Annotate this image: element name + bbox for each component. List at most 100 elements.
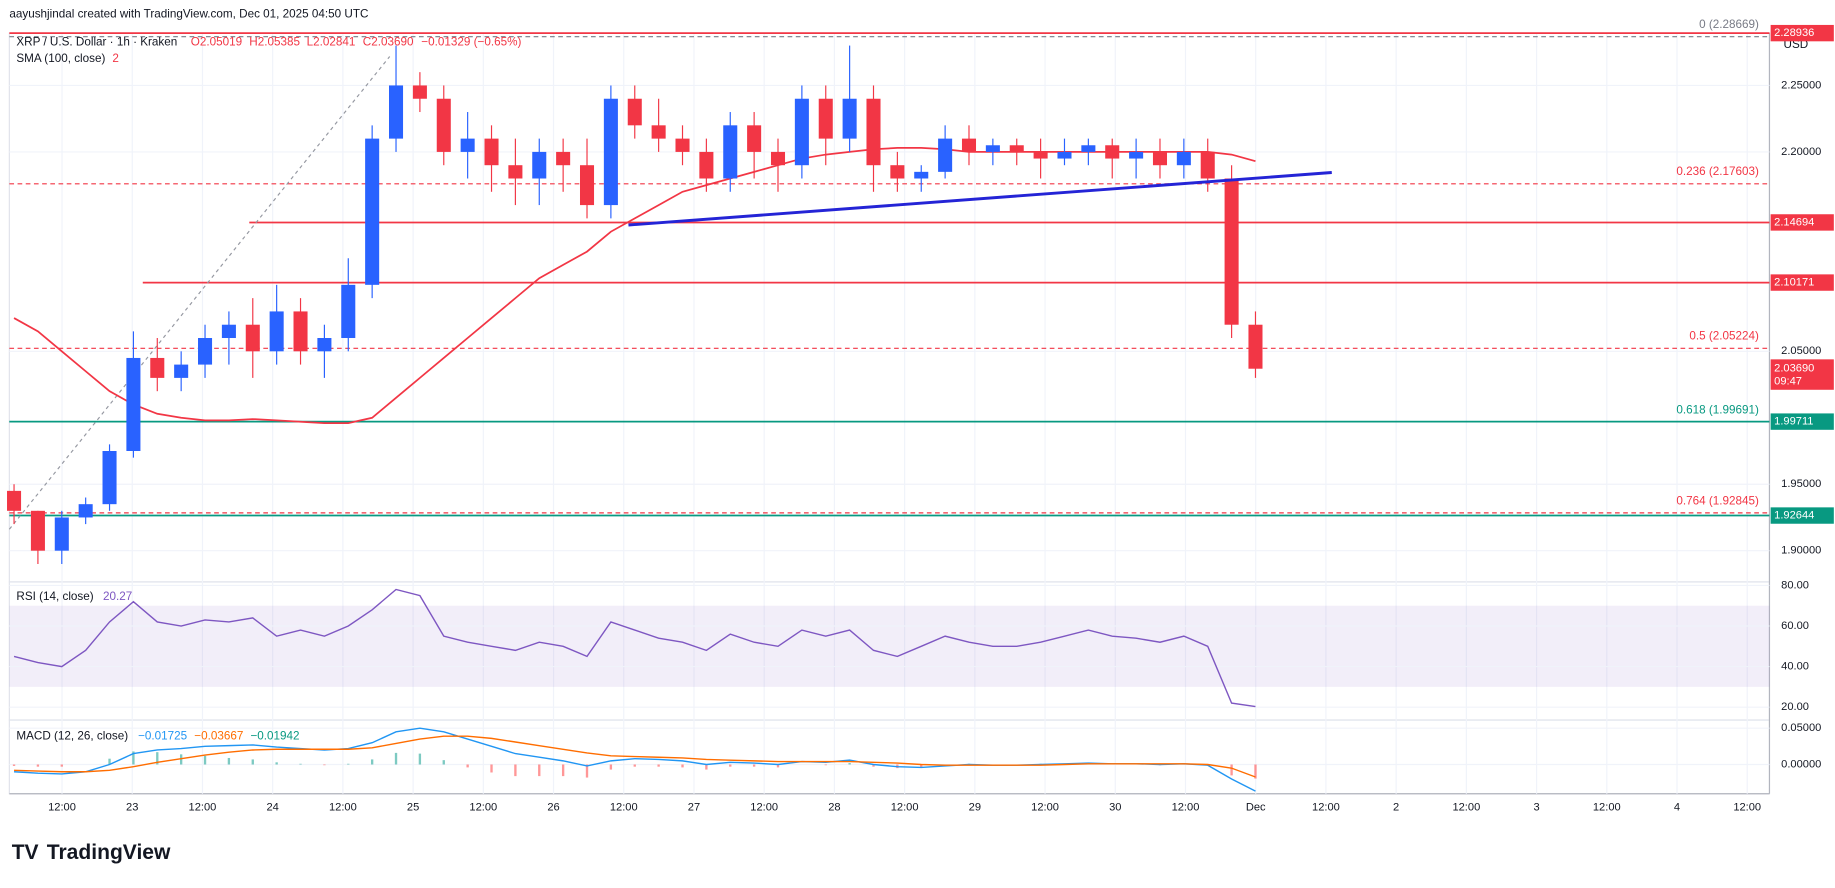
candle-body [723, 125, 738, 179]
fib-label: 0 (2.28669) [1699, 18, 1759, 31]
macd-hist [203, 755, 207, 765]
ohlc-close: C2.03690 [363, 36, 414, 49]
ohlc-open: O2.05019 [191, 36, 242, 49]
candle-body [961, 138, 977, 152]
credit: aayushjindal created with TradingView.co… [9, 7, 368, 20]
macd-value: −0.01725 [138, 730, 188, 743]
macd-hist [585, 764, 589, 778]
candle-body [293, 311, 308, 352]
macd-hist [848, 763, 851, 765]
candle-body [174, 364, 189, 378]
ohlc-low: L2.02841 [307, 36, 356, 49]
macd-hist [466, 764, 469, 768]
y-tick-label: 40.00 [1781, 661, 1809, 673]
macd-hist [394, 752, 398, 765]
candle-body [579, 165, 595, 206]
macd-hist [12, 764, 16, 766]
sma-label: SMA (100, close) [16, 52, 105, 65]
trendline [628, 171, 1332, 227]
x-tick-label: 12:00 [891, 802, 919, 814]
level-tag [1770, 24, 1834, 42]
macd-hist [251, 759, 254, 765]
macd-hist [347, 763, 350, 765]
candle-body [818, 98, 833, 139]
candle-body [1176, 151, 1191, 166]
change: −0.01329 (−0.65%) [421, 36, 521, 49]
macd-hist [705, 764, 708, 770]
candle-body [842, 98, 857, 139]
rsi-title: RSI (14, close) [16, 590, 93, 603]
level-label: 1.99711 [1774, 416, 1813, 428]
macd-hist [609, 764, 613, 770]
macd-hist [179, 754, 183, 765]
candle-body [938, 138, 953, 172]
rsi-line [13, 588, 1256, 708]
candle-body [1009, 145, 1024, 152]
candle-body [651, 125, 666, 139]
signal-value: −0.03667 [194, 730, 243, 743]
logo-mark: TV [12, 841, 39, 864]
x-tick-label: 25 [407, 802, 419, 814]
x-tick-label: 12:00 [48, 802, 76, 814]
countdown: 09:47 [1774, 376, 1802, 388]
y-tick-label: 1.90000 [1781, 545, 1821, 557]
price-tag [1770, 359, 1834, 390]
x-tick-label: 12:00 [469, 802, 497, 814]
macd-hist [227, 757, 231, 765]
macd-hist [108, 758, 111, 765]
macd-hist [418, 753, 422, 765]
candle-body [699, 151, 714, 179]
x-tick-label: 12:00 [1733, 802, 1761, 814]
level-label: 2.28936 [1774, 27, 1814, 39]
x-tick-label: 27 [688, 802, 700, 814]
y-tick-label: 20.00 [1781, 701, 1809, 713]
macd-hist [729, 764, 732, 767]
candle-body [198, 338, 213, 365]
candle-body [389, 85, 404, 139]
y-tick-label: 2.05000 [1781, 345, 1821, 357]
candle-body [460, 138, 475, 152]
x-tick-label: 12:00 [750, 802, 778, 814]
candle-body [54, 517, 69, 551]
y-tick-label: 60.00 [1781, 620, 1809, 632]
macd-hist [370, 759, 374, 765]
y-tick-label: 2.25000 [1781, 79, 1821, 91]
macd-hist [442, 760, 445, 765]
panels: 2.25000 2.20000 2.05000 1.95000 1.90000 12:00… [7, 18, 1834, 814]
macd-hist [824, 764, 827, 766]
x-tick-label: 24 [266, 802, 278, 814]
macd-hist [752, 764, 756, 767]
x-tick-label: 26 [547, 802, 559, 814]
candle-body [890, 165, 905, 179]
candle-body [341, 284, 356, 339]
level-tag [1770, 214, 1834, 231]
candle-body [1081, 145, 1096, 152]
candle-body [245, 324, 260, 352]
candle-body [1057, 151, 1072, 159]
x-tick-label: 12:00 [1312, 802, 1340, 814]
x-tick-label: 4 [1674, 802, 1680, 814]
x-tick-label: 3 [1533, 802, 1539, 814]
candle-body [269, 311, 284, 352]
macd-hist [681, 764, 684, 768]
candle-body [150, 357, 165, 378]
candle-body [1224, 178, 1239, 325]
fib-diagonal [8, 56, 391, 530]
y-tick-label: 0.05000 [1781, 722, 1821, 734]
macd-hist [299, 763, 302, 765]
macd-hist [872, 764, 875, 767]
candle-body [770, 151, 786, 166]
fib-label: 0.764 (1.92845) [1676, 494, 1759, 507]
x-tick-label: 12:00 [1031, 802, 1059, 814]
fib-label: 0.618 (1.99691) [1676, 403, 1759, 416]
candle-body [78, 504, 93, 518]
symbol: XRP / U.S. Dollar · 1h · Kraken [16, 36, 177, 49]
macd-hist [490, 764, 493, 773]
candle-body [1105, 145, 1120, 159]
macd-hist [36, 764, 40, 767]
candle-body [985, 145, 1000, 152]
x-tick-label: 12:00 [329, 802, 357, 814]
macd-hist [275, 762, 278, 765]
hist-value: −0.01942 [250, 730, 299, 743]
level-tag [1770, 413, 1834, 430]
